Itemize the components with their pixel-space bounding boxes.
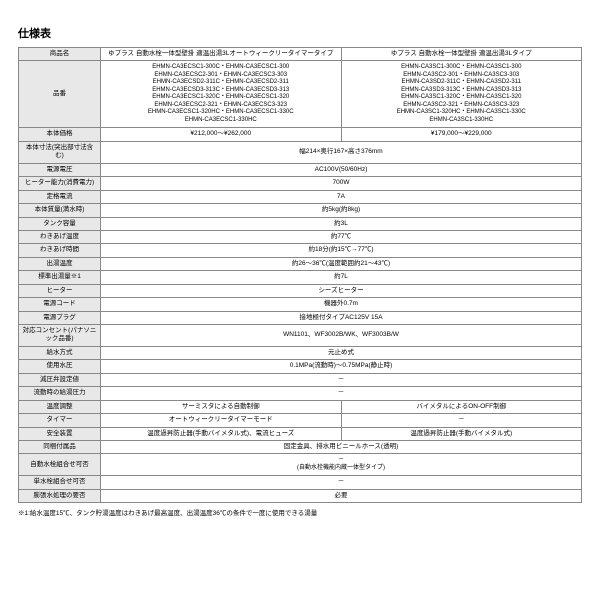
- row-value: － (自動水栓機能内蔵一体型タイプ): [101, 454, 582, 476]
- row-value: 機器外0.7m: [101, 298, 582, 311]
- row-label: 電源プラグ: [19, 311, 101, 324]
- row-label: わきあげ時間: [19, 244, 101, 257]
- row-label: 品番: [19, 61, 101, 128]
- row-value: 元止め式: [101, 346, 582, 359]
- row-label: 出湯温度: [19, 257, 101, 270]
- row-label: ヒーター能力(消費電力): [19, 177, 101, 190]
- row-value: 7A: [101, 190, 582, 203]
- spec-title: 仕様表: [18, 25, 582, 41]
- row-value: ¥212,000～¥262,000: [101, 128, 342, 141]
- row-label: 電源コード: [19, 298, 101, 311]
- product-codes: EHMN-CA3ECSC1-300C・EHMN-CA3ECSC1-300 EHM…: [101, 61, 342, 128]
- row-value: 温度過昇防止器(手動バイメタル式): [341, 427, 582, 440]
- col-header: ゆプラス 自動水栓一体型壁掛 適温出湯3Lタイプ: [341, 48, 582, 61]
- row-label: タンク容量: [19, 217, 101, 230]
- row-value: 700W: [101, 177, 582, 190]
- row-label: 標準出湯量※1: [19, 271, 101, 284]
- row-label: 使用水圧: [19, 360, 101, 373]
- row-label: 安全装置: [19, 427, 101, 440]
- row-value: サーミスタによる自動制御: [101, 400, 342, 413]
- row-label: わきあげ温度: [19, 230, 101, 243]
- row-value: 約18分(約15℃→77℃): [101, 244, 582, 257]
- row-label: 電源電圧: [19, 163, 101, 176]
- row-value: 0.1MPa(流動時)～0.75MPa(静止時): [101, 360, 582, 373]
- row-value: バイメタルによるON-OFF制御: [341, 400, 582, 413]
- row-label: 単水栓組合せ可否: [19, 476, 101, 489]
- row-value: AC100V(50/60Hz): [101, 163, 582, 176]
- row-value: 約77℃: [101, 230, 582, 243]
- row-value: シーズヒーター: [101, 284, 582, 297]
- row-value: －: [101, 373, 582, 386]
- row-label: 商品名: [19, 48, 101, 61]
- row-label: 同梱付属品: [19, 440, 101, 453]
- row-label: 定格電流: [19, 190, 101, 203]
- row-value: オートウィークリータイマーモード: [101, 414, 342, 427]
- row-label: 減圧弁設定値: [19, 373, 101, 386]
- row-value: 必要: [101, 489, 582, 502]
- row-label: 流動時の給湯圧力: [19, 387, 101, 400]
- row-label: 本体価格: [19, 128, 101, 141]
- spec-table: 商品名 ゆプラス 自動水栓一体型壁掛 適温出湯3Lオートウィークリータイマータイ…: [18, 47, 582, 503]
- row-value: －: [101, 476, 582, 489]
- footnote: ※1:給水温度15℃、タンク貯湯温度はわきあげ最高温度、出湯温度36℃の条件で一…: [18, 507, 582, 517]
- row-label: 自動水栓組合せ可否: [19, 454, 101, 476]
- row-label: 給水方式: [19, 346, 101, 359]
- row-label: タイマー: [19, 414, 101, 427]
- row-value: ¥179,000～¥229,000: [341, 128, 582, 141]
- row-value: 約3L: [101, 217, 582, 230]
- row-value: 温度過昇防止器(手動バイメタル式)、電流ヒューズ: [101, 427, 342, 440]
- row-value: －: [101, 387, 582, 400]
- row-value: －: [341, 414, 582, 427]
- product-codes: EHMN-CA3SC1-300C・EHMN-CA3SC1-300 EHMN-CA…: [341, 61, 582, 128]
- row-value: WN1101、WF3002B/WK、WF3003B/W: [101, 325, 582, 347]
- row-value: 幅214×奥行167×高さ376mm: [101, 141, 582, 163]
- row-value: 約5kg(約8kg): [101, 204, 582, 217]
- row-value: 固定金具、排水用ビニールホース(透明): [101, 440, 582, 453]
- row-label: ヒーター: [19, 284, 101, 297]
- row-value: 約26～36℃(温度範囲約21～43℃): [101, 257, 582, 270]
- row-value: 約7L: [101, 271, 582, 284]
- row-label: 温度調整: [19, 400, 101, 413]
- row-label: 膨張水処理の要否: [19, 489, 101, 502]
- row-label: 本体質量(満水時): [19, 204, 101, 217]
- row-value: 接地極付タイプAC125V 15A: [101, 311, 582, 324]
- col-header: ゆプラス 自動水栓一体型壁掛 適温出湯3Lオートウィークリータイマータイプ: [101, 48, 342, 61]
- row-label: 本体寸法(突出部寸法含む): [19, 141, 101, 163]
- row-label: 対応コンセント(パナソニック品番): [19, 325, 101, 347]
